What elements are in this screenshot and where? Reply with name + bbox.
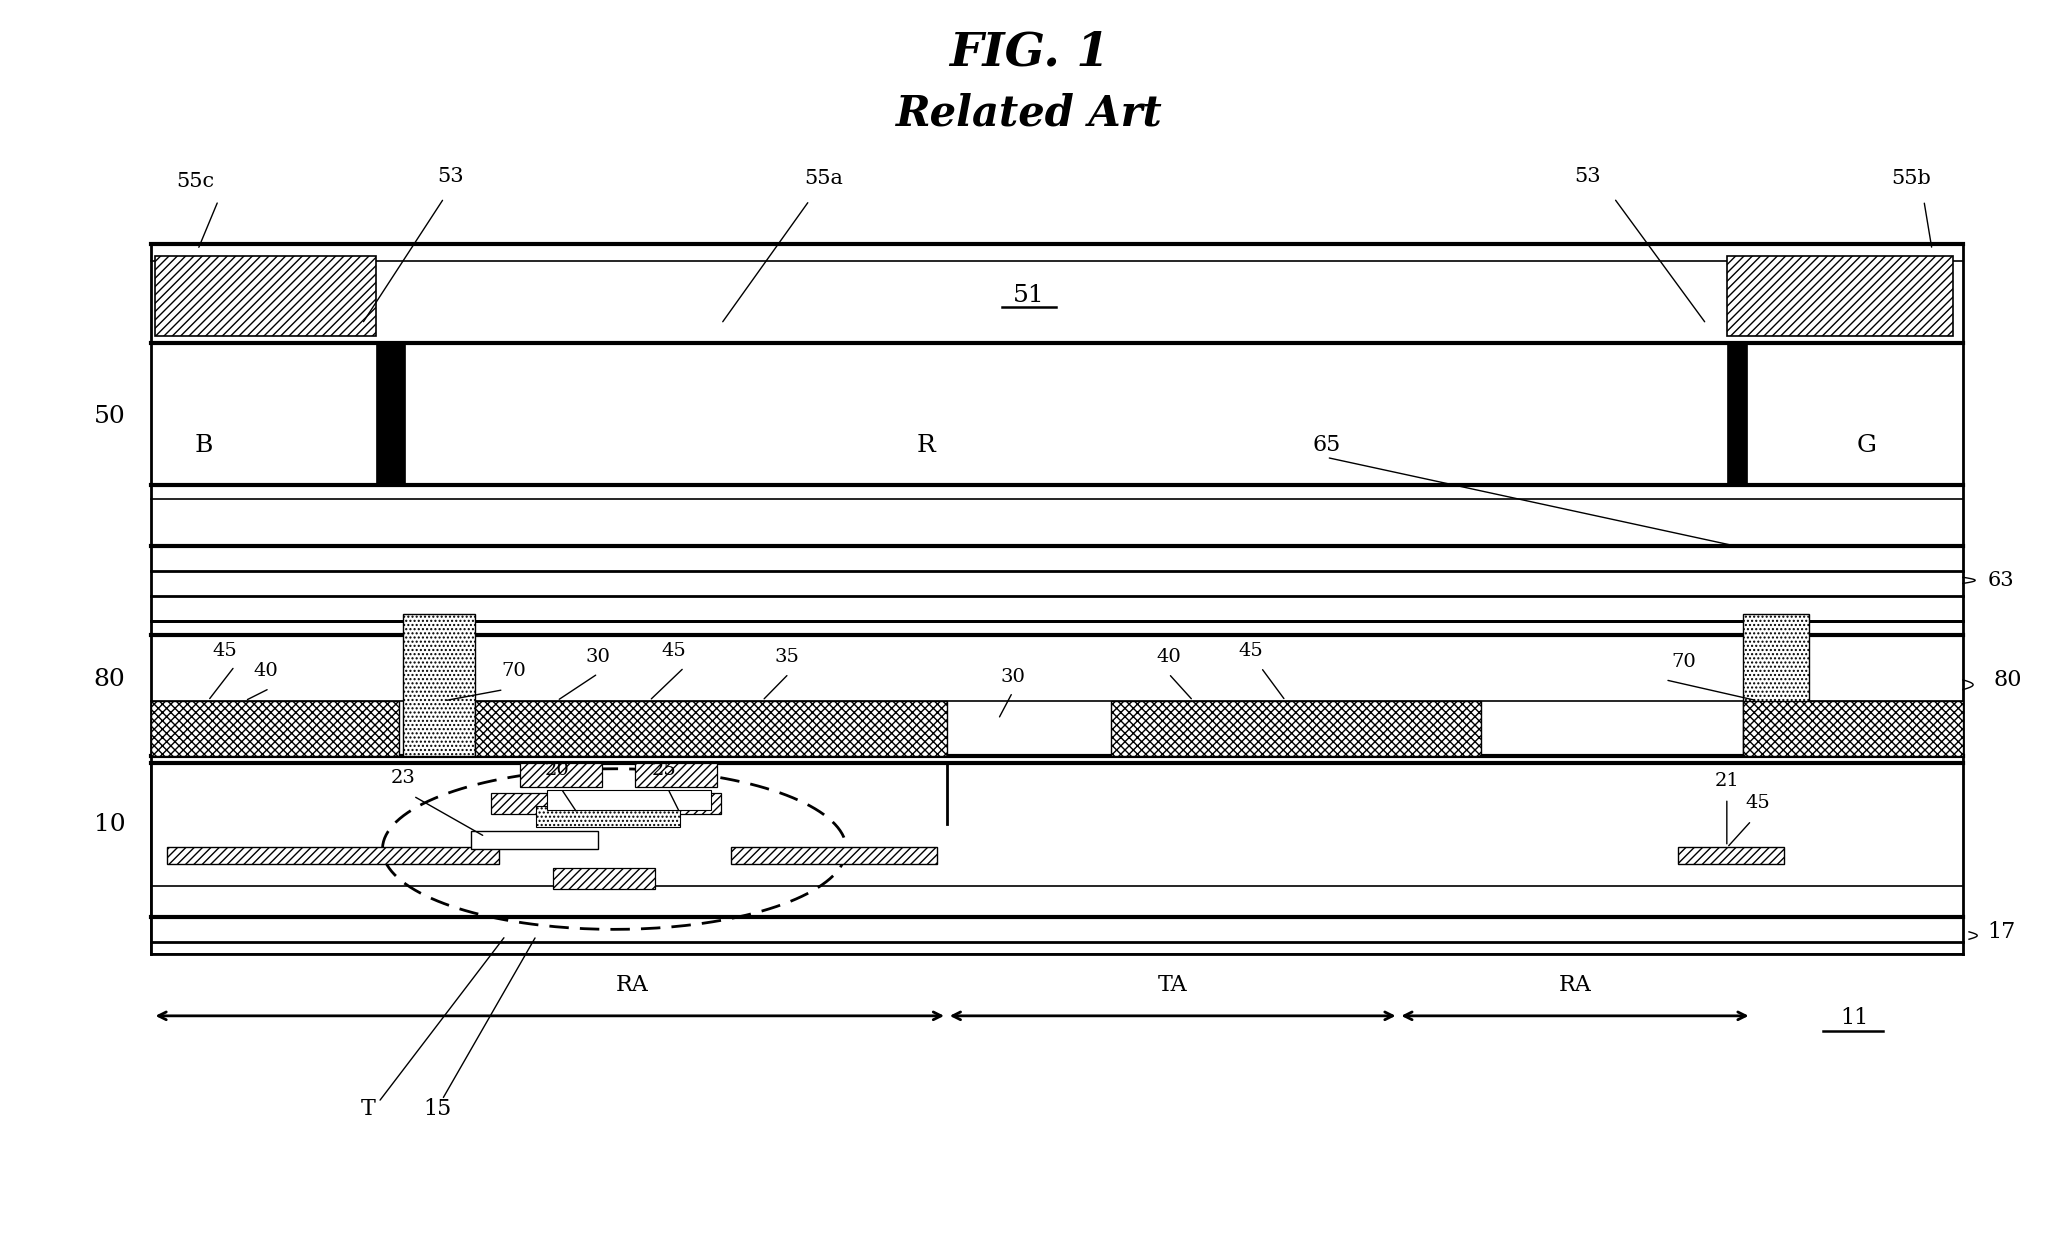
Text: T: T bbox=[360, 1097, 375, 1119]
Text: 40: 40 bbox=[1157, 648, 1181, 666]
Bar bbox=[377, 343, 405, 484]
Bar bbox=[403, 614, 475, 757]
Bar bbox=[1727, 256, 1953, 336]
Text: RA: RA bbox=[615, 974, 648, 997]
Text: 50: 50 bbox=[93, 405, 126, 428]
Bar bbox=[471, 830, 599, 849]
Text: 45: 45 bbox=[661, 642, 685, 660]
Text: 17: 17 bbox=[1988, 921, 2015, 943]
Text: 70: 70 bbox=[1671, 653, 1696, 671]
Text: 55b: 55b bbox=[1891, 169, 1930, 189]
Bar bbox=[547, 789, 710, 809]
Text: R: R bbox=[918, 433, 936, 457]
Text: 40: 40 bbox=[253, 661, 278, 680]
Text: 20: 20 bbox=[545, 761, 570, 778]
Text: FIG. 1: FIG. 1 bbox=[949, 30, 1109, 76]
Bar bbox=[1677, 846, 1784, 864]
Bar bbox=[1111, 701, 1480, 757]
Text: G: G bbox=[1856, 433, 1877, 457]
Bar bbox=[640, 793, 720, 814]
Bar bbox=[492, 793, 574, 814]
Text: 55a: 55a bbox=[805, 169, 844, 189]
Text: 35: 35 bbox=[774, 648, 799, 666]
Bar bbox=[1743, 701, 1963, 757]
Text: 80: 80 bbox=[1994, 669, 2023, 691]
Bar bbox=[475, 701, 947, 757]
Text: 45: 45 bbox=[1745, 794, 1770, 812]
Text: 23: 23 bbox=[391, 769, 416, 787]
Text: 21: 21 bbox=[1714, 772, 1739, 789]
Bar bbox=[554, 867, 654, 889]
Text: Related Art: Related Art bbox=[895, 93, 1163, 135]
Bar bbox=[636, 762, 716, 787]
Text: 55c: 55c bbox=[177, 171, 214, 191]
Bar bbox=[1727, 343, 1747, 484]
Text: 45: 45 bbox=[1239, 642, 1264, 660]
Text: 45: 45 bbox=[212, 642, 237, 660]
Bar bbox=[731, 846, 936, 864]
Bar bbox=[154, 256, 377, 336]
Text: 51: 51 bbox=[1013, 284, 1045, 307]
Text: 10: 10 bbox=[95, 813, 126, 836]
Bar bbox=[1743, 614, 1809, 757]
Text: 53: 53 bbox=[436, 166, 463, 186]
Text: 30: 30 bbox=[587, 648, 611, 666]
Text: 53: 53 bbox=[1574, 166, 1601, 186]
Text: 80: 80 bbox=[93, 669, 126, 691]
Bar bbox=[150, 701, 399, 757]
Text: TA: TA bbox=[1159, 974, 1187, 997]
Text: 11: 11 bbox=[1840, 1008, 1869, 1029]
Bar bbox=[167, 846, 500, 864]
Text: 30: 30 bbox=[1000, 668, 1025, 686]
Text: 25: 25 bbox=[650, 761, 675, 778]
Text: 63: 63 bbox=[1988, 571, 2015, 591]
Text: RA: RA bbox=[1558, 974, 1591, 997]
Text: 15: 15 bbox=[424, 1097, 453, 1119]
Text: 65: 65 bbox=[1313, 434, 1340, 455]
Bar bbox=[521, 762, 603, 787]
Text: B: B bbox=[196, 433, 214, 457]
Bar bbox=[537, 805, 679, 827]
Text: 70: 70 bbox=[502, 661, 527, 680]
